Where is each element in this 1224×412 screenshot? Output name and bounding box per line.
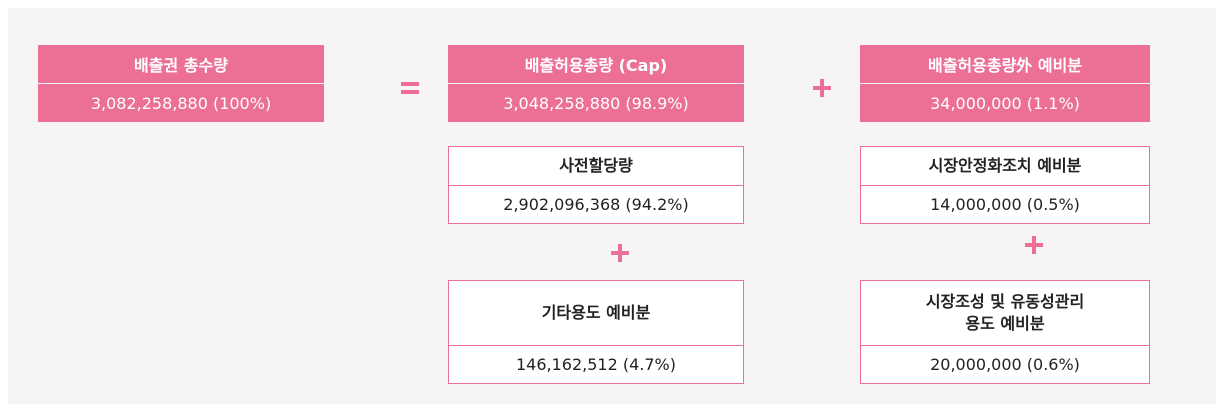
box-value: 3,048,258,880 (98.9%) — [448, 84, 744, 122]
box-title: 사전할당량 — [448, 146, 744, 186]
box-title: 배출허용총량 (Cap) — [448, 45, 744, 83]
plus-sign — [813, 79, 831, 97]
box-value: 34,000,000 (1.1%) — [860, 84, 1150, 122]
plus-sign — [611, 244, 629, 262]
box-value: 146,162,512 (4.7%) — [448, 345, 744, 384]
box-title: 시장조성 및 유동성관리 용도 예비분 — [860, 280, 1150, 346]
box-value: 3,082,258,880 (100%) — [38, 84, 324, 122]
box-value: 20,000,000 (0.6%) — [860, 345, 1150, 384]
equals-sign — [401, 82, 419, 94]
box-title: 시장안정화조치 예비분 — [860, 146, 1150, 186]
box-title: 배출권 총수량 — [38, 45, 324, 83]
box-value: 14,000,000 (0.5%) — [860, 185, 1150, 224]
box-value: 2,902,096,368 (94.2%) — [448, 185, 744, 224]
box-title: 배출허용총량外 예비분 — [860, 45, 1150, 83]
plus-sign — [1025, 236, 1043, 254]
box-title: 기타용도 예비분 — [448, 280, 744, 346]
